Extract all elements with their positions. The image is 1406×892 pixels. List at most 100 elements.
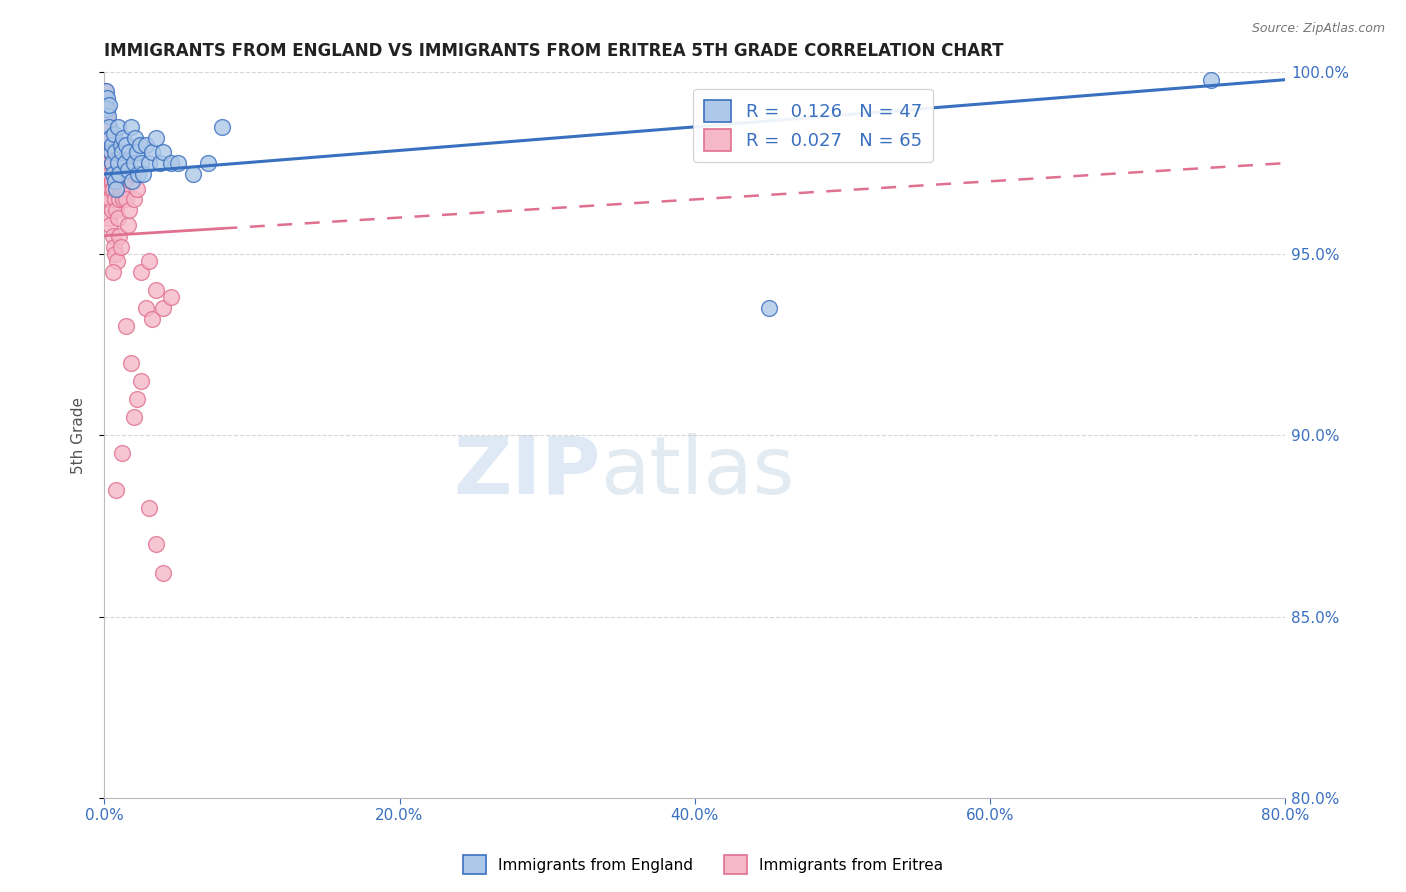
Point [110,181,132,195]
Point [101,265,124,279]
Point [141,145,163,160]
Legend: R =  0.126   N = 47, R =  0.027   N = 65: R = 0.126 N = 47, R = 0.027 N = 65 [693,88,932,161]
Point [138,156,160,170]
Point [122,156,145,170]
Point [96,145,118,160]
Point [129,265,152,279]
Point [145,283,167,297]
Point [108,167,131,181]
Point [152,301,174,316]
Point [104,247,127,261]
Point [107,211,129,225]
Point [101,167,124,181]
Point [135,138,157,153]
Point [97,167,120,181]
Point [97,109,120,123]
Point [101,228,124,243]
Point [108,193,131,207]
Point [181,167,204,181]
Point [129,374,152,388]
Point [97,145,120,160]
Point [125,392,148,406]
Point [104,145,127,160]
Point [101,181,124,195]
Point [98,218,121,232]
Point [120,356,142,370]
Point [112,193,135,207]
Point [101,156,124,170]
Point [197,156,219,170]
Point [94,102,117,116]
Point [107,156,129,170]
Point [120,174,142,188]
Point [124,130,146,145]
Point [122,167,145,181]
Point [127,167,149,181]
Point [96,120,118,134]
Point [100,203,122,218]
Point [115,193,138,207]
Point [110,138,132,153]
Point [100,145,122,160]
Point [114,181,136,195]
Point [145,537,167,551]
Point [94,84,117,98]
Point [96,156,118,170]
Point [105,203,128,218]
Point [122,410,145,425]
Point [115,319,138,334]
Point [98,156,121,170]
Point [118,145,141,160]
Point [105,174,128,188]
Point [96,91,118,105]
Point [97,120,120,134]
Point [211,120,233,134]
Point [105,483,128,497]
Point [98,167,121,181]
Point [103,127,125,141]
Point [125,181,148,195]
Point [159,290,181,304]
Point [107,120,129,134]
Point [112,130,135,145]
Point [100,181,122,195]
Point [100,156,122,170]
Point [152,566,174,581]
Point [131,167,153,181]
Point [118,203,141,218]
Point [98,130,121,145]
Point [111,446,134,460]
Point [94,95,117,109]
Text: atlas: atlas [600,433,794,510]
Point [167,156,190,170]
Point [111,145,134,160]
Point [111,174,134,188]
Point [98,211,121,225]
Point [141,312,163,326]
Point [122,193,145,207]
Point [117,163,139,178]
Point [758,301,780,316]
Point [128,138,150,153]
Point [98,193,121,207]
Point [103,239,125,253]
Point [114,156,136,170]
Point [125,145,148,160]
Point [121,174,143,188]
Point [145,130,167,145]
Point [1201,72,1223,87]
Point [115,138,138,153]
Point [135,301,157,316]
Point [105,181,128,195]
Point [138,500,160,515]
Point [110,239,132,253]
Point [96,102,118,116]
Point [104,174,127,188]
Point [104,193,127,207]
Point [96,102,118,116]
Point [152,145,174,160]
Text: IMMIGRANTS FROM ENGLAND VS IMMIGRANTS FROM ERITREA 5TH GRADE CORRELATION CHART: IMMIGRANTS FROM ENGLAND VS IMMIGRANTS FR… [104,42,1004,60]
Point [105,254,128,268]
Point [97,98,120,112]
Text: ZIP: ZIP [453,433,600,510]
